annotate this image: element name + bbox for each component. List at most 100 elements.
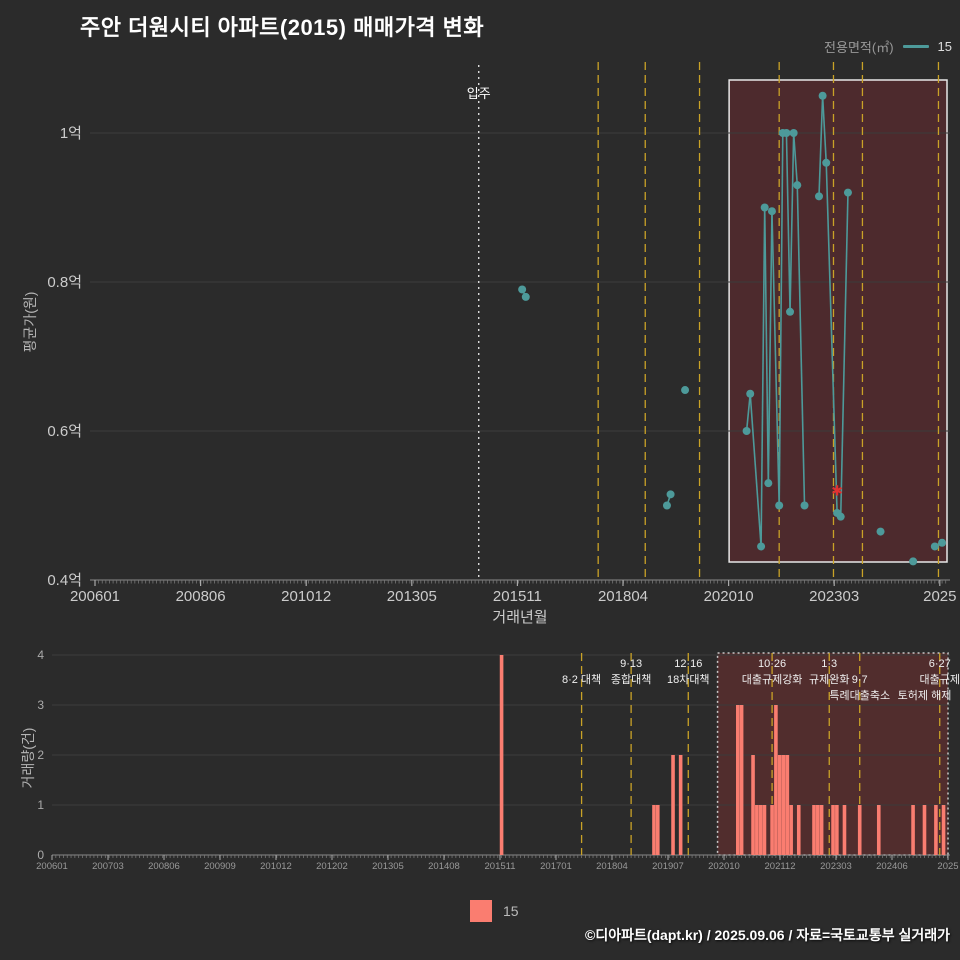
price-x-tick-label: 202303 <box>809 588 859 605</box>
volume-bar <box>812 805 816 855</box>
price-x-tick-label: 202010 <box>704 588 754 605</box>
price-x-tick-label: 2025 <box>923 588 956 605</box>
volume-x-tick-label: 201511 <box>485 861 516 872</box>
volume-x-tick-label: 200806 <box>148 861 180 872</box>
volume-y-tick-label: 2 <box>37 748 44 762</box>
price-line-segment <box>789 132 795 312</box>
price-line-segment <box>760 207 766 547</box>
price-point <box>767 207 776 216</box>
volume-x-tick-label: 200703 <box>92 861 124 872</box>
volume-bar <box>774 705 778 855</box>
volume-x-tick-label: 201907 <box>652 861 684 872</box>
volume-bar <box>736 705 740 855</box>
volume-y-tick-label: 0 <box>37 848 44 862</box>
price-line-segment <box>839 192 849 517</box>
volume-bar <box>819 805 824 855</box>
volume-x-tick-label: 200601 <box>36 861 68 872</box>
volume-x-tick-label: 201408 <box>428 861 460 872</box>
volume-bar <box>755 805 759 855</box>
price-x-tick-label: 201305 <box>387 588 437 605</box>
price-y-axis-label: 평균가(원) <box>22 291 38 353</box>
price-point <box>793 181 802 190</box>
volume-bar <box>785 755 790 855</box>
price-point <box>843 188 852 197</box>
price-y-tick-label: 0.8억 <box>47 274 82 291</box>
price-point <box>518 285 527 294</box>
legend-line-icon <box>902 45 929 48</box>
price-point <box>786 307 795 316</box>
price-point <box>800 501 809 510</box>
price-point <box>757 542 766 551</box>
legend-area-size: 전용면적(㎡) 15 <box>824 37 952 56</box>
price-point <box>930 542 939 551</box>
price-point <box>681 386 690 395</box>
price-line-segment <box>778 132 784 506</box>
volume-bar <box>758 805 763 855</box>
volume-bar <box>911 805 915 855</box>
volume-y-tick-label: 4 <box>37 648 44 662</box>
price-point <box>876 527 885 536</box>
volume-bar <box>857 805 862 855</box>
price-line-segment <box>792 132 799 186</box>
price-line-segment <box>767 211 773 484</box>
copyright-source-text: ©디아파트(dapt.kr) / 2025.09.06 / 자료=국토교통부 실… <box>585 927 950 943</box>
price-line-segment <box>749 393 762 547</box>
price-point <box>775 501 784 510</box>
price-point <box>662 501 671 510</box>
volume-bar <box>934 805 938 855</box>
price-point <box>764 479 773 488</box>
volume-x-tick-label: 201202 <box>316 861 348 872</box>
price-y-tick-label: 0.6억 <box>47 423 82 440</box>
price-line-segment <box>796 185 806 506</box>
price-line-segment <box>825 162 838 513</box>
price-point <box>815 192 823 201</box>
volume-bar <box>789 805 793 855</box>
volume-x-tick-label: 202010 <box>708 861 740 872</box>
volume-y-tick-label: 1 <box>37 798 44 812</box>
price-x-tick-label: 200601 <box>70 588 120 605</box>
volume-bar <box>499 655 504 855</box>
price-point <box>909 557 918 566</box>
volume-y-axis-label: 거래량(건) <box>20 727 36 789</box>
volume-x-tick-label: 201804 <box>596 861 628 872</box>
volume-bar <box>816 805 820 855</box>
price-point <box>822 158 831 167</box>
volume-y-tick-label: 3 <box>37 698 44 712</box>
price-line-segment <box>771 211 780 506</box>
legend-bottom: 15 <box>470 900 519 922</box>
price-x-tick-label: 201804 <box>598 588 648 605</box>
price-x-tick-label: 201012 <box>281 588 331 605</box>
price-red-marker: ✱ <box>831 483 843 499</box>
price-point <box>746 389 755 398</box>
volume-bar <box>678 755 683 855</box>
price-point <box>521 292 530 301</box>
move-in-label: 입주 <box>467 86 491 101</box>
volume-bar <box>652 805 656 855</box>
price-point <box>782 129 791 137</box>
volume-x-tick-label: 201305 <box>372 861 404 872</box>
volume-bar <box>922 805 927 855</box>
volume-bar <box>770 805 774 855</box>
volume-x-tick-label: 201701 <box>540 861 572 872</box>
price-y-tick-label: 0.4억 <box>47 572 82 589</box>
price-x-tick-label: 200806 <box>176 588 226 605</box>
price-line-segment <box>763 207 770 484</box>
volume-bar <box>751 755 755 855</box>
page-title: 주안 더원시티 아파트(2015) 매매가격 변화 <box>80 15 485 40</box>
volume-bar <box>671 755 675 855</box>
volume-bar <box>655 805 660 855</box>
volume-bar <box>796 805 801 855</box>
volume-bar <box>739 705 744 855</box>
price-point <box>666 490 675 499</box>
price-line-segment <box>785 132 791 312</box>
volume-bar <box>781 755 786 855</box>
volume-x-tick-label: 200909 <box>204 861 236 872</box>
volume-x-tick-label: 201012 <box>260 861 292 872</box>
volume-bar <box>842 805 847 855</box>
volume-x-tick-label: 202303 <box>820 861 852 872</box>
price-y-tick-label: 1억 <box>60 125 82 142</box>
volume-bar <box>831 805 835 855</box>
volume-bar <box>876 805 881 855</box>
price-x-axis-label: 거래년월 <box>492 609 548 626</box>
